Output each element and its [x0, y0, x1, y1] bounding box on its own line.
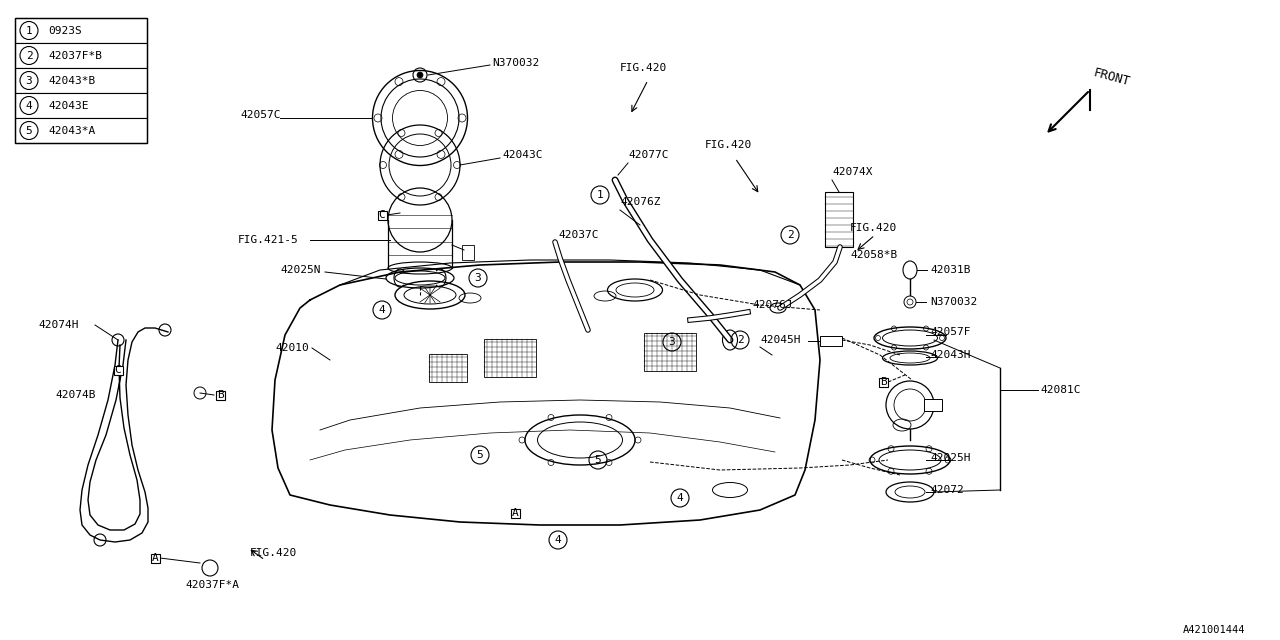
Text: 2: 2	[787, 230, 794, 240]
Circle shape	[417, 72, 422, 78]
Text: 42043*A: 42043*A	[49, 125, 95, 136]
Text: C: C	[115, 365, 122, 375]
Text: A: A	[512, 508, 518, 518]
Bar	[820, 336, 842, 346]
Text: 42045H: 42045H	[760, 335, 800, 345]
Text: 4: 4	[379, 305, 385, 315]
Text: B: B	[216, 390, 224, 400]
Bar	[15, 93, 147, 118]
Text: 42076Z: 42076Z	[620, 197, 660, 207]
Text: 4: 4	[26, 100, 32, 111]
Text: 3: 3	[475, 273, 481, 283]
Text: 42043*B: 42043*B	[49, 76, 95, 86]
Bar	[15, 18, 147, 43]
Text: 42043H: 42043H	[931, 350, 970, 360]
Text: 2: 2	[736, 335, 744, 345]
Text: 1: 1	[26, 26, 32, 35]
Text: 42037F*B: 42037F*B	[49, 51, 102, 61]
Text: 42025H: 42025H	[931, 453, 970, 463]
Text: 42057F: 42057F	[931, 327, 970, 337]
Text: 42043C: 42043C	[502, 150, 543, 160]
Bar	[429, 354, 467, 382]
Text: C: C	[379, 210, 385, 220]
Text: 5: 5	[595, 455, 602, 465]
Text: FIG.421-5: FIG.421-5	[238, 235, 298, 245]
Text: 3: 3	[26, 76, 32, 86]
Text: FIG.420: FIG.420	[850, 223, 897, 233]
Text: 42076J: 42076J	[753, 300, 792, 310]
Bar	[378, 211, 387, 220]
Bar	[15, 118, 147, 143]
Text: 42074H: 42074H	[38, 320, 78, 330]
Text: 42077C: 42077C	[628, 150, 668, 160]
Text: N370032: N370032	[931, 297, 977, 307]
Text: 42081C: 42081C	[1039, 385, 1080, 395]
Bar	[462, 245, 474, 260]
Text: 42072: 42072	[931, 485, 964, 495]
Text: 1: 1	[596, 190, 603, 200]
Text: 42037F*A: 42037F*A	[186, 580, 239, 590]
Text: 5: 5	[26, 125, 32, 136]
Circle shape	[908, 299, 913, 305]
Text: 2: 2	[26, 51, 32, 61]
Text: A421001444: A421001444	[1183, 625, 1245, 635]
Text: 4: 4	[677, 493, 684, 503]
Text: FIG.420: FIG.420	[705, 140, 753, 150]
Text: FIG.420: FIG.420	[250, 548, 297, 558]
Text: 5: 5	[476, 450, 484, 460]
Bar	[215, 390, 224, 399]
Text: B: B	[879, 377, 886, 387]
Text: 42037C: 42037C	[558, 230, 599, 240]
Text: 42025N: 42025N	[280, 265, 320, 275]
Bar	[644, 333, 696, 371]
Bar	[151, 554, 160, 563]
Text: 0923S: 0923S	[49, 26, 82, 35]
Text: FIG.420: FIG.420	[620, 63, 667, 73]
Text: 42043E: 42043E	[49, 100, 88, 111]
Text: FRONT: FRONT	[1092, 66, 1132, 88]
Bar	[114, 365, 123, 374]
Bar	[15, 43, 147, 68]
Text: 42057C: 42057C	[241, 110, 280, 120]
Text: 4: 4	[554, 535, 562, 545]
Text: 42031B: 42031B	[931, 265, 970, 275]
Bar	[15, 18, 147, 143]
Text: 42010: 42010	[275, 343, 308, 353]
Bar	[484, 339, 536, 377]
Bar	[15, 68, 147, 93]
Bar	[878, 378, 887, 387]
Bar	[826, 192, 852, 247]
Text: A: A	[151, 553, 159, 563]
Text: 42074B: 42074B	[55, 390, 96, 400]
Bar	[924, 399, 942, 411]
Text: 42058*B: 42058*B	[850, 250, 897, 260]
Text: 42074X: 42074X	[832, 167, 873, 177]
Text: 3: 3	[668, 337, 676, 347]
Bar	[511, 509, 520, 518]
Text: N370032: N370032	[492, 58, 539, 68]
